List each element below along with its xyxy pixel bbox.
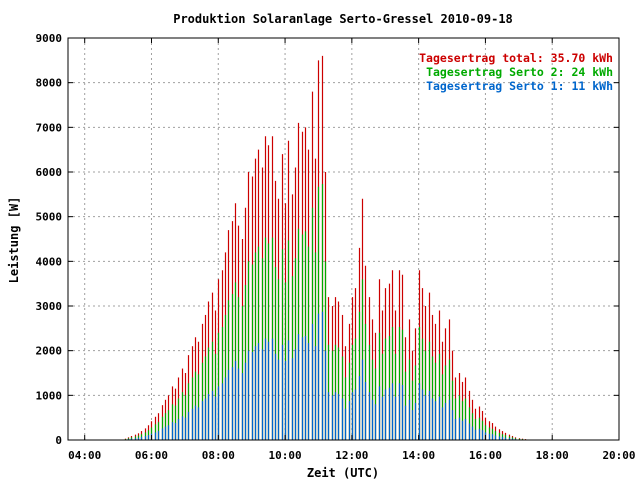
y-tick-label: 5000 [36,211,63,224]
x-axis-label: Zeit (UTC) [307,466,379,480]
bar-series [124,55,527,440]
y-tick-label: 2000 [36,345,63,358]
x-tick-label: 10:00 [268,449,301,462]
y-tick-label: 0 [55,434,62,447]
x-tick-label: 06:00 [135,449,168,462]
legend: Tagesertrag total: 35.70 kWhTagesertrag … [419,51,613,93]
y-tick-label: 9000 [36,32,63,45]
x-tick-label: 12:00 [335,449,368,462]
x-tick-label: 18:00 [536,449,569,462]
legend-entry: Tagesertrag total: 35.70 kWh [419,51,613,65]
x-tick-label: 14:00 [402,449,435,462]
plot-frame [67,37,620,441]
x-tick-label: 04:00 [68,449,101,462]
chart-title: Produktion Solaranlage Serto-Gressel 201… [173,12,513,26]
x-tick-label: 08:00 [202,449,235,462]
y-tick-label: 4000 [36,255,63,268]
y-tick-label: 8000 [36,77,63,90]
y-tick-label: 6000 [36,166,63,179]
y-tick-label: 3000 [36,300,63,313]
y-axis-label: Leistung [W] [7,197,21,284]
legend-entry: Tagesertrag Serto 2: 24 kWh [426,65,613,79]
x-tick-label: 16:00 [469,449,502,462]
y-tick-label: 1000 [36,389,63,402]
x-tick-label: 20:00 [602,449,635,462]
legend-entry: Tagesertrag Serto 1: 11 kWh [426,79,613,93]
x-axis-ticks: 04:00 06:00 08:00 10:00 12:00 14:00 16:00 18:00… [68,38,636,462]
y-axis-ticks: 0 1000 2000 3000 4000 5000 6000 7000 8000 9000 [36,32,619,447]
y-tick-label: 7000 [36,121,63,134]
